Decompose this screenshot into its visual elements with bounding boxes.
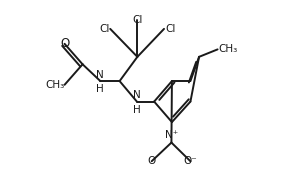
Text: CH₃: CH₃: [218, 44, 238, 54]
Text: N: N: [97, 70, 104, 80]
Text: N: N: [133, 90, 141, 100]
Text: Cl: Cl: [165, 24, 175, 34]
Text: O: O: [148, 156, 156, 166]
Text: Cl: Cl: [132, 15, 143, 25]
Text: O: O: [60, 37, 69, 50]
Text: O⁻: O⁻: [183, 156, 197, 166]
Text: Cl: Cl: [99, 24, 109, 34]
Text: CH₃: CH₃: [45, 80, 64, 90]
Text: H: H: [97, 84, 104, 95]
Text: N⁺: N⁺: [165, 130, 178, 140]
Text: H: H: [133, 105, 141, 115]
